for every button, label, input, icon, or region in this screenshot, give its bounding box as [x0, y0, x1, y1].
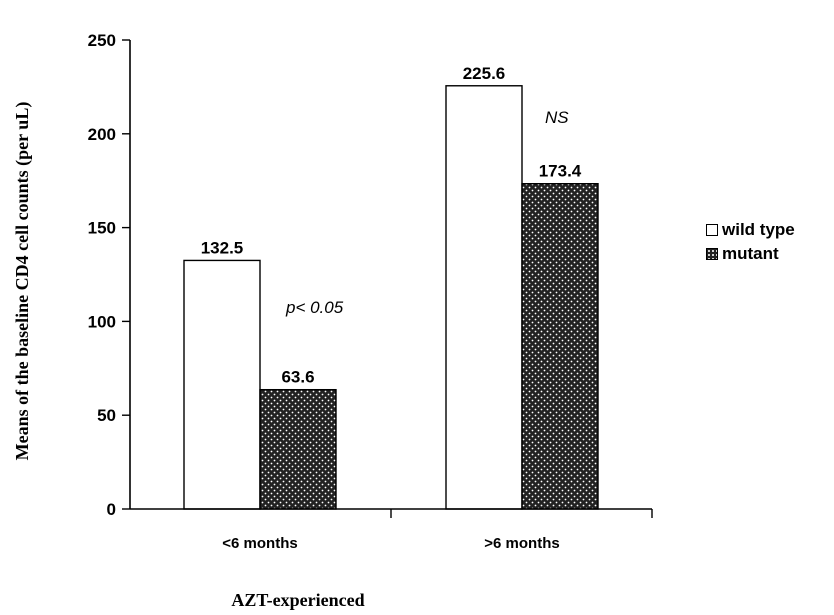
bar-label-wild-type-gt6: 225.6 [463, 64, 506, 83]
y-tick-label-0: 0 [107, 500, 116, 519]
x-category-label-lt6: <6 months [222, 535, 297, 552]
y-tick-label-200: 200 [88, 125, 116, 144]
y-tick-label-50: 50 [97, 406, 116, 425]
x-axis-title: AZT-experienced [231, 590, 364, 610]
legend-swatch-wild-type [706, 224, 718, 236]
legend: wild type mutant [706, 218, 795, 266]
bar-mutant-lt6 [259, 388, 337, 510]
legend-item-mutant: mutant [706, 242, 795, 266]
bar-value-labels: 132.5 225.6 63.6 173.4 [201, 64, 582, 387]
legend-item-wild-type: wild type [706, 218, 795, 242]
bar-mutant-gt6 [521, 183, 599, 510]
y-axis-title: Means of the baseline CD4 cell counts (p… [12, 102, 33, 461]
y-tick-label-100: 100 [88, 312, 116, 331]
bar-label-mutant-gt6: 173.4 [539, 162, 582, 181]
bar-label-mutant-lt6: 63.6 [281, 368, 314, 387]
y-tick-label-150: 150 [88, 219, 116, 238]
legend-swatch-mutant [706, 248, 718, 260]
legend-label-mutant: mutant [722, 244, 779, 263]
bars-group [183, 85, 599, 510]
legend-label-wild-type: wild type [722, 220, 795, 239]
y-tick-label-250: 250 [88, 31, 116, 50]
bar-wild-type-lt6 [183, 259, 261, 510]
bar-label-wild-type-lt6: 132.5 [201, 238, 244, 257]
annotation-ns: NS [545, 108, 569, 127]
annotation-p-value: p< 0.05 [285, 298, 344, 317]
y-axis-ticks: 0 50 100 150 200 250 [88, 31, 130, 519]
bar-wild-type-gt6 [445, 85, 523, 510]
x-category-label-gt6: >6 months [484, 535, 559, 552]
